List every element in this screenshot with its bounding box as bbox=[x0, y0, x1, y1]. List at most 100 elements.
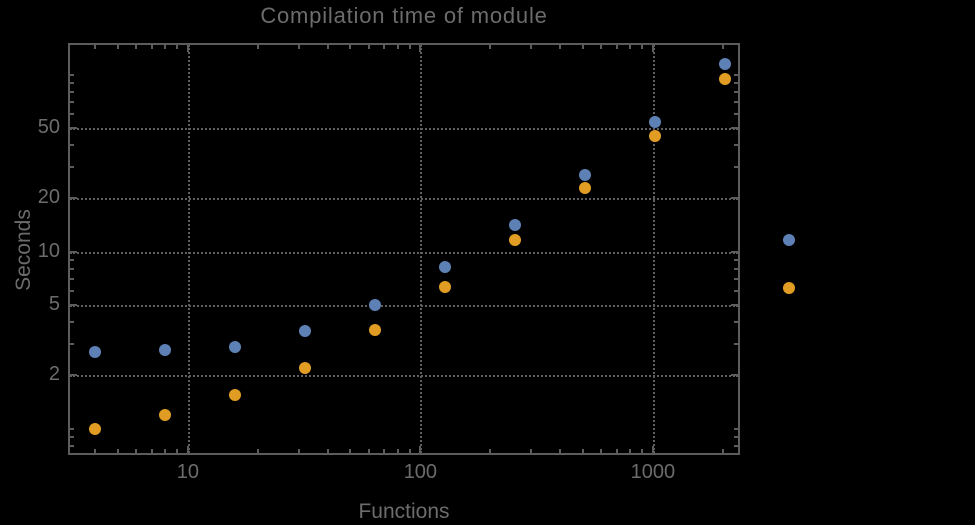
x-minor-tick bbox=[629, 45, 632, 49]
data-point-series-1-blue bbox=[299, 325, 312, 338]
data-point-series-2-orange bbox=[439, 281, 452, 294]
y-minor-tick bbox=[734, 258, 738, 261]
data-point-series-1-blue bbox=[159, 343, 172, 356]
x-major-tick bbox=[419, 446, 422, 453]
y-minor-tick bbox=[70, 343, 74, 346]
x-minor-tick bbox=[150, 449, 153, 453]
data-point-series-2-orange bbox=[649, 130, 662, 143]
x-minor-tick bbox=[615, 449, 618, 453]
x-minor-tick bbox=[326, 45, 329, 49]
x-minor-tick bbox=[176, 449, 179, 453]
y-minor-tick bbox=[70, 267, 74, 270]
x-minor-tick bbox=[367, 45, 370, 49]
y-minor-tick bbox=[70, 435, 74, 438]
data-point-series-2-orange bbox=[719, 73, 732, 86]
y-minor-tick bbox=[70, 258, 74, 261]
y-minor-tick bbox=[70, 321, 74, 324]
y-minor-tick bbox=[70, 101, 74, 104]
data-point-series-2-orange bbox=[159, 408, 172, 421]
y-gridline bbox=[70, 198, 738, 201]
x-major-tick bbox=[651, 446, 654, 453]
y-minor-tick bbox=[734, 343, 738, 346]
y-axis-label: Seconds bbox=[12, 209, 35, 291]
x-minor-tick bbox=[349, 449, 352, 453]
x-minor-tick bbox=[164, 45, 167, 49]
x-minor-tick bbox=[600, 45, 603, 49]
plot-frame bbox=[68, 43, 740, 455]
x-gridline bbox=[652, 45, 655, 453]
y-minor-tick bbox=[70, 112, 74, 115]
y-minor-tick bbox=[734, 73, 738, 76]
y-minor-tick bbox=[734, 435, 738, 438]
x-minor-tick bbox=[135, 45, 138, 49]
x-tick-label: 100 bbox=[403, 461, 438, 483]
y-major-tick bbox=[70, 374, 77, 377]
data-point-series-1-blue bbox=[89, 346, 102, 359]
y-tick-label: 20 bbox=[37, 186, 60, 209]
y-tick-label: 5 bbox=[48, 292, 60, 315]
y-minor-tick bbox=[70, 289, 74, 292]
x-minor-tick bbox=[489, 45, 492, 49]
x-axis-label: Functions bbox=[358, 500, 450, 523]
y-minor-tick bbox=[70, 444, 74, 447]
y-major-tick bbox=[731, 197, 738, 200]
y-minor-tick bbox=[70, 81, 74, 84]
x-minor-tick bbox=[629, 449, 632, 453]
x-minor-tick bbox=[297, 45, 300, 49]
y-minor-tick bbox=[734, 90, 738, 93]
x-minor-tick bbox=[383, 45, 386, 49]
data-point-series-1-blue bbox=[369, 298, 382, 311]
x-minor-tick bbox=[615, 45, 618, 49]
y-minor-tick bbox=[734, 321, 738, 324]
x-tick-label: 10 bbox=[176, 461, 200, 483]
x-major-tick bbox=[186, 45, 189, 52]
x-minor-tick bbox=[116, 449, 119, 453]
x-minor-tick bbox=[559, 45, 562, 49]
y-minor-tick bbox=[734, 112, 738, 115]
chart-title: Compilation time of module bbox=[260, 3, 548, 28]
y-major-tick bbox=[70, 250, 77, 253]
x-major-tick bbox=[419, 45, 422, 52]
x-major-tick bbox=[651, 45, 654, 52]
x-tick-label: 1000 bbox=[630, 461, 676, 483]
legend-marker-series-2-orange bbox=[783, 282, 795, 294]
x-gridline bbox=[187, 45, 190, 453]
x-minor-tick bbox=[297, 449, 300, 453]
data-point-series-2-orange bbox=[229, 388, 242, 401]
y-minor-tick bbox=[70, 90, 74, 93]
x-minor-tick bbox=[721, 449, 724, 453]
y-gridline bbox=[70, 375, 738, 378]
x-minor-tick bbox=[396, 45, 399, 49]
legend-marker-series-1-blue bbox=[783, 234, 795, 246]
x-minor-tick bbox=[164, 449, 167, 453]
x-minor-tick bbox=[349, 45, 352, 49]
data-point-series-2-orange bbox=[299, 362, 312, 375]
x-minor-tick bbox=[94, 449, 97, 453]
x-minor-tick bbox=[116, 45, 119, 49]
x-minor-tick bbox=[135, 449, 138, 453]
y-minor-tick bbox=[70, 166, 74, 169]
y-major-tick bbox=[731, 374, 738, 377]
y-minor-tick bbox=[734, 267, 738, 270]
y-gridline bbox=[70, 127, 738, 130]
x-minor-tick bbox=[326, 449, 329, 453]
data-point-series-2-orange bbox=[509, 233, 522, 246]
x-minor-tick bbox=[396, 449, 399, 453]
x-minor-tick bbox=[600, 449, 603, 453]
y-minor-tick bbox=[734, 289, 738, 292]
y-minor-tick bbox=[70, 144, 74, 147]
x-minor-tick bbox=[256, 449, 259, 453]
x-minor-tick bbox=[408, 449, 411, 453]
x-gridline bbox=[420, 45, 423, 453]
y-minor-tick bbox=[70, 73, 74, 76]
x-major-tick bbox=[186, 446, 189, 453]
y-minor-tick bbox=[734, 144, 738, 147]
x-minor-tick bbox=[559, 449, 562, 453]
x-minor-tick bbox=[641, 45, 644, 49]
y-major-tick bbox=[731, 250, 738, 253]
x-minor-tick bbox=[150, 45, 153, 49]
y-minor-tick bbox=[734, 278, 738, 281]
data-point-series-1-blue bbox=[439, 260, 452, 273]
y-major-tick bbox=[731, 303, 738, 306]
